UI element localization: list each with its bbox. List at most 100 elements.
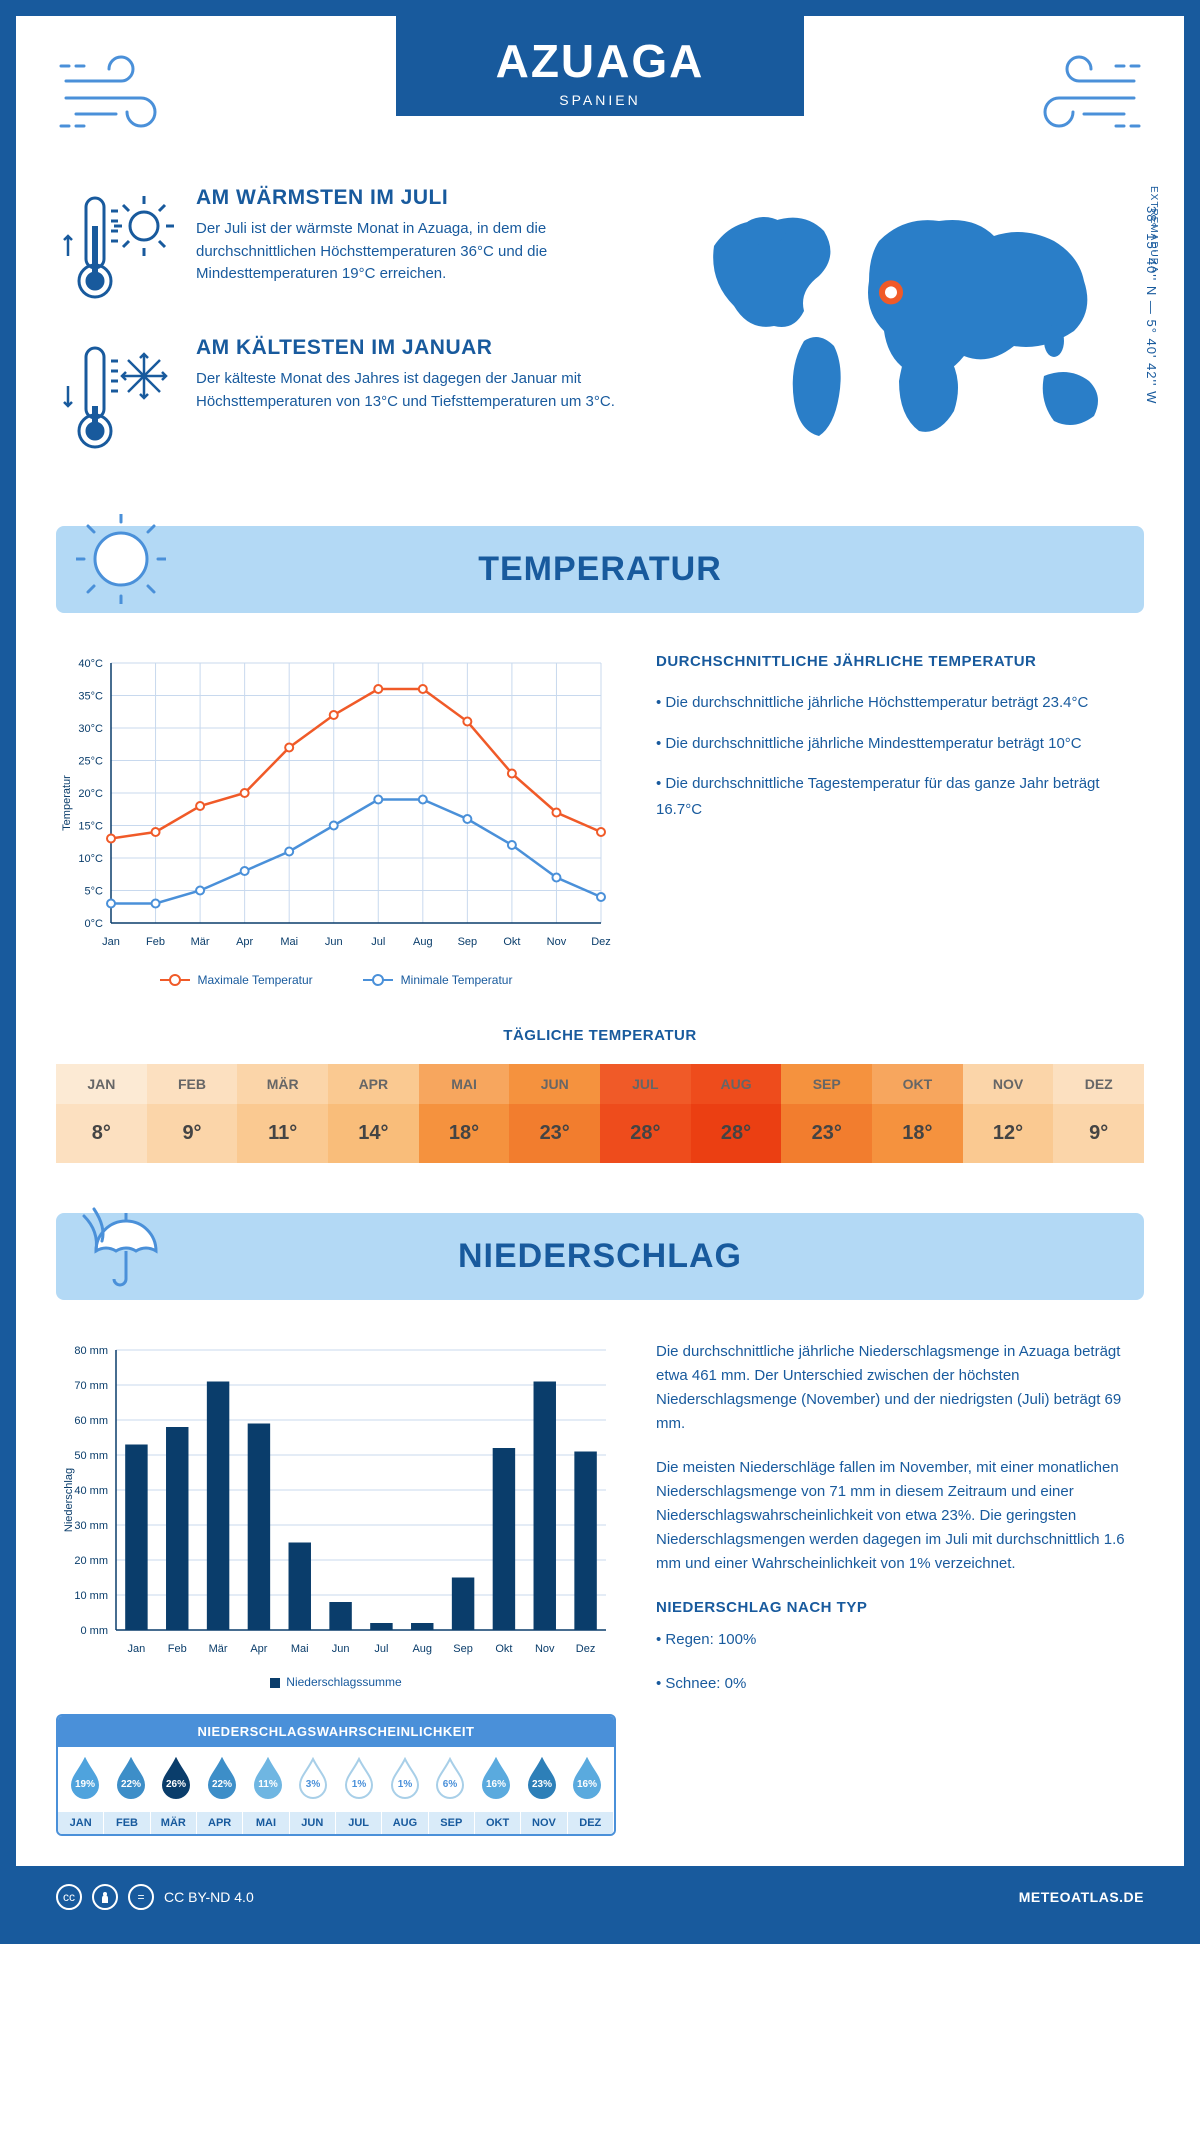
world-map-wrap: EXTREMADURA 38° 15' 40'' N — 5° 40' 42''… xyxy=(684,186,1144,486)
temperature-legend: Maximale Temperatur Minimale Temperatur xyxy=(56,973,616,987)
warmest-info: AM WÄRMSTEN IM JULI Der Juli ist der wär… xyxy=(56,186,654,306)
svg-text:Temperatur: Temperatur xyxy=(61,775,73,831)
by-icon xyxy=(92,1884,118,1910)
daily-temp-cell: MAI18° xyxy=(419,1064,510,1163)
probability-cell: 6% xyxy=(427,1757,473,1808)
svg-text:30 mm: 30 mm xyxy=(74,1520,108,1532)
svg-text:40°C: 40°C xyxy=(78,658,103,670)
svg-text:16%: 16% xyxy=(486,1779,506,1790)
daily-temp-cell: SEP23° xyxy=(781,1064,872,1163)
probability-month: APR xyxy=(197,1812,243,1834)
svg-text:Feb: Feb xyxy=(146,936,165,948)
probability-cell: 16% xyxy=(473,1757,519,1808)
svg-text:Apr: Apr xyxy=(250,1643,267,1655)
svg-text:25°C: 25°C xyxy=(78,756,103,768)
daily-temp-cell: AUG28° xyxy=(691,1064,782,1163)
svg-text:20°C: 20°C xyxy=(78,788,103,800)
precipitation-probability-table: NIEDERSCHLAGSWAHRSCHEINLICHKEIT 19% 22% 26… xyxy=(56,1714,616,1836)
license-text: CC BY-ND 4.0 xyxy=(164,1889,254,1905)
svg-text:70 mm: 70 mm xyxy=(74,1380,108,1392)
svg-text:35°C: 35°C xyxy=(78,691,103,703)
daily-temperature-table: JAN8°FEB9°MÄR11°APR14°MAI18°JUN23°JUL28°… xyxy=(56,1064,1144,1163)
probability-cell: 1% xyxy=(336,1757,382,1808)
svg-text:Nov: Nov xyxy=(547,936,567,948)
coldest-heading: AM KÄLTESTEN IM JANUAR xyxy=(196,336,654,360)
temp-summary-p1: • Die durchschnittliche jährliche Höchst… xyxy=(656,690,1144,716)
daily-temp-cell: FEB9° xyxy=(147,1064,238,1163)
warmest-text: Der Juli ist der wärmste Monat in Azuaga… xyxy=(196,218,654,286)
probability-month: SEP xyxy=(429,1812,475,1834)
wind-icon-left xyxy=(56,46,196,146)
svg-text:Jun: Jun xyxy=(332,1643,350,1655)
svg-text:Nov: Nov xyxy=(535,1643,555,1655)
nd-icon: = xyxy=(128,1884,154,1910)
precipitation-legend: Niederschlagssumme xyxy=(56,1675,616,1689)
svg-text:Sep: Sep xyxy=(458,936,478,948)
svg-text:23%: 23% xyxy=(532,1779,552,1790)
svg-text:Niederschlag: Niederschlag xyxy=(63,1468,75,1532)
svg-text:22%: 22% xyxy=(212,1779,232,1790)
temperature-section-header: TEMPERATUR xyxy=(56,526,1144,613)
svg-text:Dez: Dez xyxy=(576,1643,596,1655)
svg-text:10 mm: 10 mm xyxy=(74,1590,108,1602)
temp-summary-p2: • Die durchschnittliche jährliche Mindes… xyxy=(656,731,1144,757)
daily-temp-cell: JAN8° xyxy=(56,1064,147,1163)
svg-text:Jul: Jul xyxy=(374,1643,388,1655)
cc-icon: cc xyxy=(56,1884,82,1910)
svg-text:0 mm: 0 mm xyxy=(81,1625,109,1637)
svg-text:16%: 16% xyxy=(577,1779,597,1790)
precip-p3: • Regen: 100% xyxy=(656,1628,1144,1652)
svg-text:Jan: Jan xyxy=(102,936,120,948)
svg-text:Okt: Okt xyxy=(503,936,520,948)
svg-text:Dez: Dez xyxy=(591,936,611,948)
precip-p1: Die durchschnittliche jährliche Niedersc… xyxy=(656,1340,1144,1436)
svg-text:Sep: Sep xyxy=(453,1643,473,1655)
svg-text:5°C: 5°C xyxy=(85,886,104,898)
probability-month: AUG xyxy=(382,1812,428,1834)
probability-cell: 23% xyxy=(519,1757,565,1808)
daily-temp-cell: NOV12° xyxy=(963,1064,1054,1163)
svg-text:40 mm: 40 mm xyxy=(74,1485,108,1497)
svg-text:15°C: 15°C xyxy=(78,821,103,833)
daily-temp-title: TÄGLICHE TEMPERATUR xyxy=(56,1027,1144,1044)
svg-text:Apr: Apr xyxy=(236,936,253,948)
svg-text:Feb: Feb xyxy=(168,1643,187,1655)
probability-month: DEZ xyxy=(568,1812,614,1834)
svg-text:Aug: Aug xyxy=(413,936,433,948)
svg-text:11%: 11% xyxy=(258,1779,278,1790)
intro-section: AM WÄRMSTEN IM JULI Der Juli ist der wär… xyxy=(56,186,1144,486)
temp-summary-p3: • Die durchschnittliche Tagestemperatur … xyxy=(656,771,1144,822)
precip-type-heading: NIEDERSCHLAG NACH TYP xyxy=(656,1596,1144,1620)
svg-text:Mär: Mär xyxy=(209,1643,228,1655)
probability-month: JUN xyxy=(290,1812,336,1834)
precipitation-summary: Die durchschnittliche jährliche Niedersc… xyxy=(656,1340,1144,1836)
probability-month: MÄR xyxy=(151,1812,197,1834)
svg-text:Okt: Okt xyxy=(495,1643,512,1655)
svg-text:3%: 3% xyxy=(306,1779,321,1790)
daily-temp-cell: JUL28° xyxy=(600,1064,691,1163)
header: AZUAGA SPANIEN xyxy=(56,46,1144,146)
footer: cc = CC BY-ND 4.0 METEOATLAS.DE xyxy=(16,1866,1184,1928)
svg-text:30°C: 30°C xyxy=(78,723,103,735)
thermometer-sun-icon xyxy=(56,186,176,306)
daily-temp-cell: MÄR11° xyxy=(237,1064,328,1163)
svg-text:60 mm: 60 mm xyxy=(74,1415,108,1427)
probability-month: MAI xyxy=(243,1812,289,1834)
precipitation-title: NIEDERSCHLAG xyxy=(80,1237,1120,1276)
svg-text:Mai: Mai xyxy=(291,1643,309,1655)
legend-min-label: Minimale Temperatur xyxy=(401,973,513,987)
svg-text:20 mm: 20 mm xyxy=(74,1555,108,1567)
title-banner: AZUAGA SPANIEN xyxy=(396,16,805,116)
probability-cell: 19% xyxy=(62,1757,108,1808)
probability-month: NOV xyxy=(521,1812,567,1834)
temperature-title: TEMPERATUR xyxy=(80,550,1120,589)
temperature-summary: DURCHSCHNITTLICHE JÄHRLICHE TEMPERATUR •… xyxy=(656,653,1144,987)
sun-icon xyxy=(76,514,166,604)
svg-text:1%: 1% xyxy=(397,1779,412,1790)
probability-month: JUL xyxy=(336,1812,382,1834)
probability-cell: 3% xyxy=(290,1757,336,1808)
coldest-text: Der kälteste Monat des Jahres ist dagege… xyxy=(196,368,654,413)
probability-title: NIEDERSCHLAGSWAHRSCHEINLICHKEIT xyxy=(58,1716,614,1747)
probability-cell: 26% xyxy=(153,1757,199,1808)
probability-month: FEB xyxy=(104,1812,150,1834)
